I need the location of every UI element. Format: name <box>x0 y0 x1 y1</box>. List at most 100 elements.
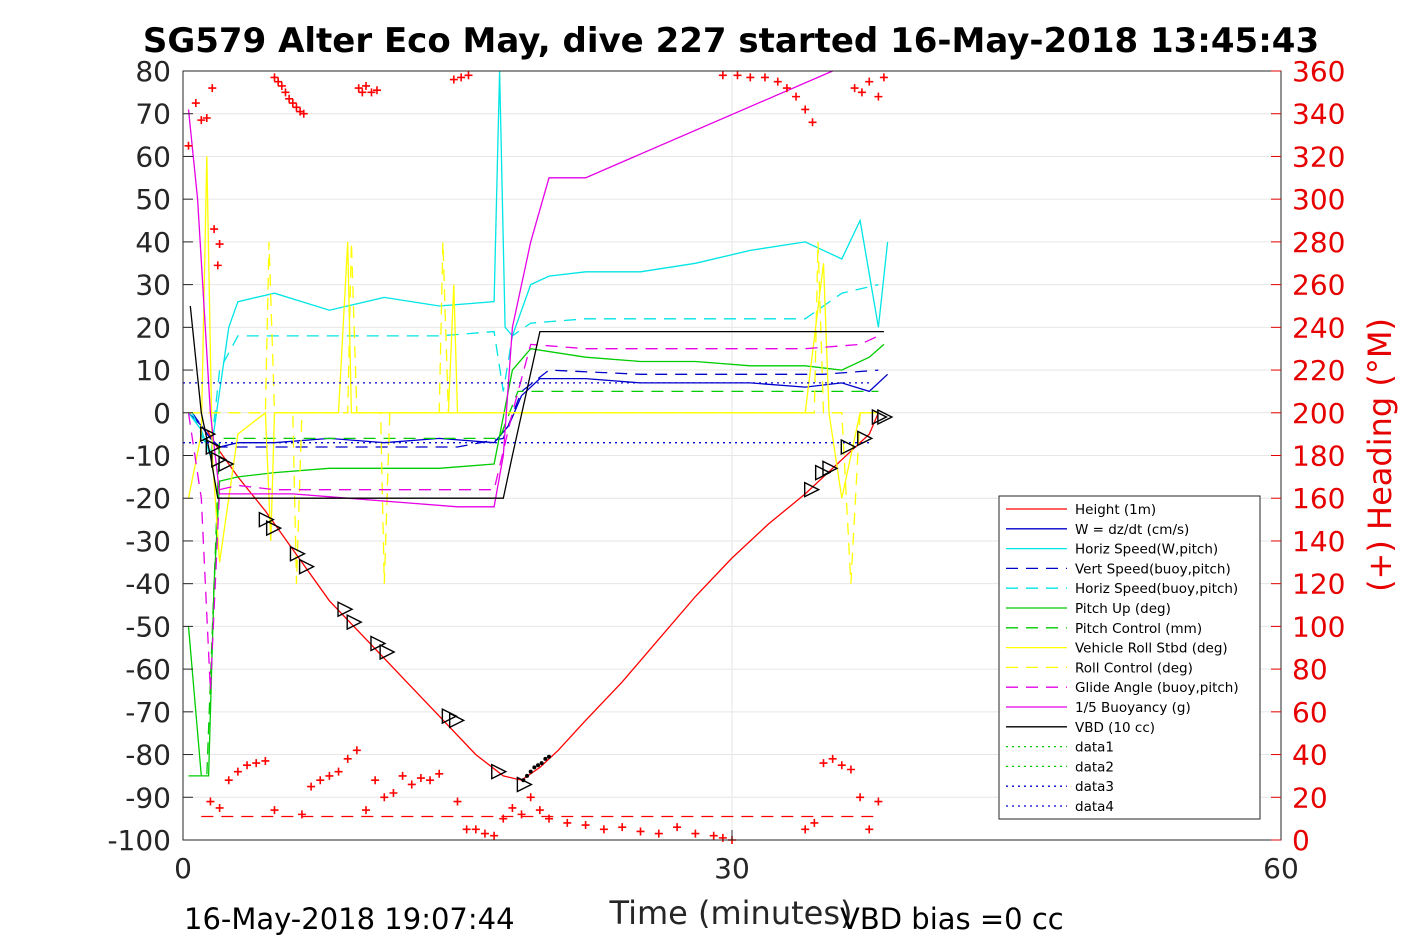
gps-triangle-marker <box>803 481 821 498</box>
heading-point <box>508 803 517 812</box>
heading-point <box>285 94 294 103</box>
y-tick-label: -20 <box>125 482 171 515</box>
right-y-tick-label: 0 <box>1292 824 1310 857</box>
surface-dot <box>536 763 541 768</box>
heading-point <box>358 88 367 97</box>
heading-point <box>535 806 544 815</box>
heading-point <box>718 71 727 80</box>
right-y-tick-label: 220 <box>1292 354 1345 387</box>
heading-point <box>636 827 645 836</box>
gps-triangle-marker <box>822 460 839 477</box>
heading-point <box>299 109 308 118</box>
y-tick-label: -10 <box>125 440 171 473</box>
right-y-tick-label: 20 <box>1292 781 1328 814</box>
heading-point <box>380 793 389 802</box>
surface-dot <box>543 756 548 761</box>
heading-point <box>453 797 462 806</box>
y-tick-label: 60 <box>135 140 171 173</box>
heading-point <box>213 261 222 270</box>
heading-point <box>801 825 810 834</box>
heading-point <box>801 105 810 114</box>
legend: Height (1m) W = dz/dt (cm/s) Horiz Speed(W… <box>998 495 1261 820</box>
gps-triangle-marker <box>337 601 354 618</box>
heading-point <box>297 810 306 819</box>
y-tick-label: 30 <box>135 269 171 302</box>
heading-point <box>782 84 791 93</box>
heading-point <box>517 810 526 819</box>
y-tick-label: 40 <box>135 226 171 259</box>
gps-triangle-marker <box>346 613 363 631</box>
heading-point <box>435 769 444 778</box>
x-tick-label: 0 <box>174 852 192 885</box>
gps-triangle-marker <box>200 426 217 443</box>
plot-area <box>183 70 894 844</box>
heading-point <box>210 225 219 234</box>
heading-point <box>371 776 380 785</box>
heading-point <box>856 793 865 802</box>
heading-point <box>416 774 425 783</box>
heading-point <box>746 73 755 82</box>
gps-triangle-marker <box>218 455 235 473</box>
heading-point <box>270 73 279 82</box>
heading-point <box>243 761 252 770</box>
heading-point <box>464 71 473 80</box>
heading-point <box>865 825 874 834</box>
y-tick-label: 50 <box>135 183 171 216</box>
series-horiz-speed-w-pitch <box>187 70 889 456</box>
heading-point <box>499 814 508 823</box>
x-axis-label: Time (minutes) <box>609 894 853 932</box>
legend-entry-label: Pitch Control (mm) <box>1075 621 1202 637</box>
y-tick-label: -80 <box>125 739 171 772</box>
legend-entry-label: VBD (10 cc) <box>1075 720 1155 736</box>
heading-point <box>449 75 458 84</box>
heading-point <box>277 81 286 90</box>
legend-entry-label: data1 <box>1075 740 1114 756</box>
gps-triangle-marker <box>491 763 508 780</box>
x-tick-label: 30 <box>714 852 750 885</box>
y-tick-label: -100 <box>107 824 171 857</box>
y-tick-label: 80 <box>135 55 171 88</box>
legend-entry-label: Vehicle Roll Stbd (deg) <box>1075 641 1228 657</box>
heading-point <box>462 825 471 834</box>
right-y-tick-label: 320 <box>1292 140 1345 173</box>
heading-point <box>325 771 334 780</box>
y-tick-label: 70 <box>135 98 171 131</box>
y-tick-label: -50 <box>125 610 171 643</box>
heading-point <box>654 829 663 838</box>
right-y-tick-label: 80 <box>1292 653 1328 686</box>
right-y-tick-label: 140 <box>1292 525 1345 558</box>
series-1-5-buoyancy-g <box>187 70 833 508</box>
legend-entry-label: data3 <box>1075 779 1114 795</box>
series-glide-angle-buoy-pitch <box>187 335 879 691</box>
heading-point <box>334 767 343 776</box>
surface-dot <box>547 754 551 759</box>
gps-triangle-marker <box>857 430 874 447</box>
heading-point <box>343 754 352 763</box>
surface-dot <box>539 761 544 766</box>
legend-entry-label: Glide Angle (buoy,pitch) <box>1075 680 1239 696</box>
heading-point <box>850 84 859 93</box>
legend-entry-label: Height (1m) <box>1075 502 1156 518</box>
y-tick-label: 10 <box>135 354 171 387</box>
gps-triangle-marker <box>298 558 316 575</box>
heading-point <box>367 88 376 97</box>
heading-point <box>191 99 200 108</box>
right-y-tick-label: 240 <box>1292 311 1345 344</box>
right-y-tick-label: 280 <box>1292 226 1345 259</box>
heading-point <box>581 821 590 830</box>
y-tick-label: 20 <box>135 311 171 344</box>
legend-entry-label: Pitch Up (deg) <box>1075 601 1171 617</box>
heading-point <box>709 831 718 840</box>
heading-point <box>184 141 193 150</box>
gps-triangle-marker <box>448 712 466 729</box>
right-y-axis-label: (+) Heading (°M) <box>1361 318 1399 592</box>
heading-point <box>202 113 211 122</box>
heading-point <box>563 818 572 827</box>
heading-point <box>857 88 866 97</box>
legend-entry-label: Horiz Speed(W,pitch) <box>1075 542 1218 558</box>
heading-point <box>879 73 888 82</box>
heading-point <box>215 240 224 249</box>
legend-entry-label: W = dz/dt (cm/s) <box>1075 522 1189 538</box>
gps-triangle-marker <box>379 643 396 661</box>
heading-point <box>792 92 801 101</box>
